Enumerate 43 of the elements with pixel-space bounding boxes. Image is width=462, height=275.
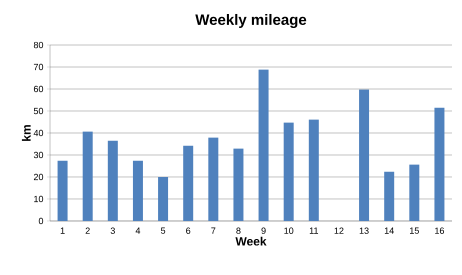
bar — [132, 160, 143, 221]
x-tick-label: 16 — [435, 228, 444, 234]
x-axis-title: Week — [235, 236, 267, 246]
bar — [208, 138, 218, 221]
x-tick-label: 7 — [211, 228, 216, 234]
bar — [258, 70, 269, 221]
bar — [434, 108, 444, 221]
x-tick-label: 15 — [410, 228, 419, 234]
y-tick-label: 30 — [34, 152, 44, 158]
y-tick-label: 0 — [38, 218, 44, 224]
bar — [308, 120, 319, 221]
y-axis-title: km — [22, 125, 31, 141]
y-tick-label: 70 — [34, 64, 44, 70]
x-tick-label: 6 — [186, 228, 190, 234]
bar — [359, 90, 370, 221]
bar — [82, 132, 93, 221]
x-tick-label: 3 — [110, 228, 115, 234]
y-tick-label: 80 — [34, 42, 44, 48]
x-tick-label: 11 — [310, 228, 318, 234]
x-tick-label: 14 — [384, 228, 394, 234]
x-tick-label: 9 — [261, 228, 266, 234]
y-tick-label: 50 — [34, 108, 44, 114]
bar — [284, 122, 294, 221]
y-tick-label: 40 — [34, 130, 44, 136]
bar — [158, 176, 168, 221]
bar — [233, 148, 244, 221]
x-tick-label: 2 — [86, 228, 90, 234]
x-tick-label: 8 — [236, 228, 241, 234]
bar — [409, 164, 420, 221]
chart-title: Weekly mileage — [195, 14, 306, 28]
x-tick-label: 10 — [284, 228, 294, 234]
bar — [108, 140, 118, 221]
bar — [58, 160, 68, 221]
bar — [384, 172, 394, 221]
x-tick-label: 4 — [136, 228, 140, 234]
x-tick-label: 12 — [334, 228, 344, 234]
bar — [183, 146, 194, 221]
y-tick-label: 10 — [34, 196, 44, 202]
x-tick-label: 13 — [360, 228, 369, 234]
x-tick-label: 1 — [60, 228, 65, 234]
x-tick-label: 5 — [160, 228, 166, 234]
y-tick-label: 60 — [34, 86, 44, 92]
y-tick-label: 20 — [34, 174, 44, 180]
